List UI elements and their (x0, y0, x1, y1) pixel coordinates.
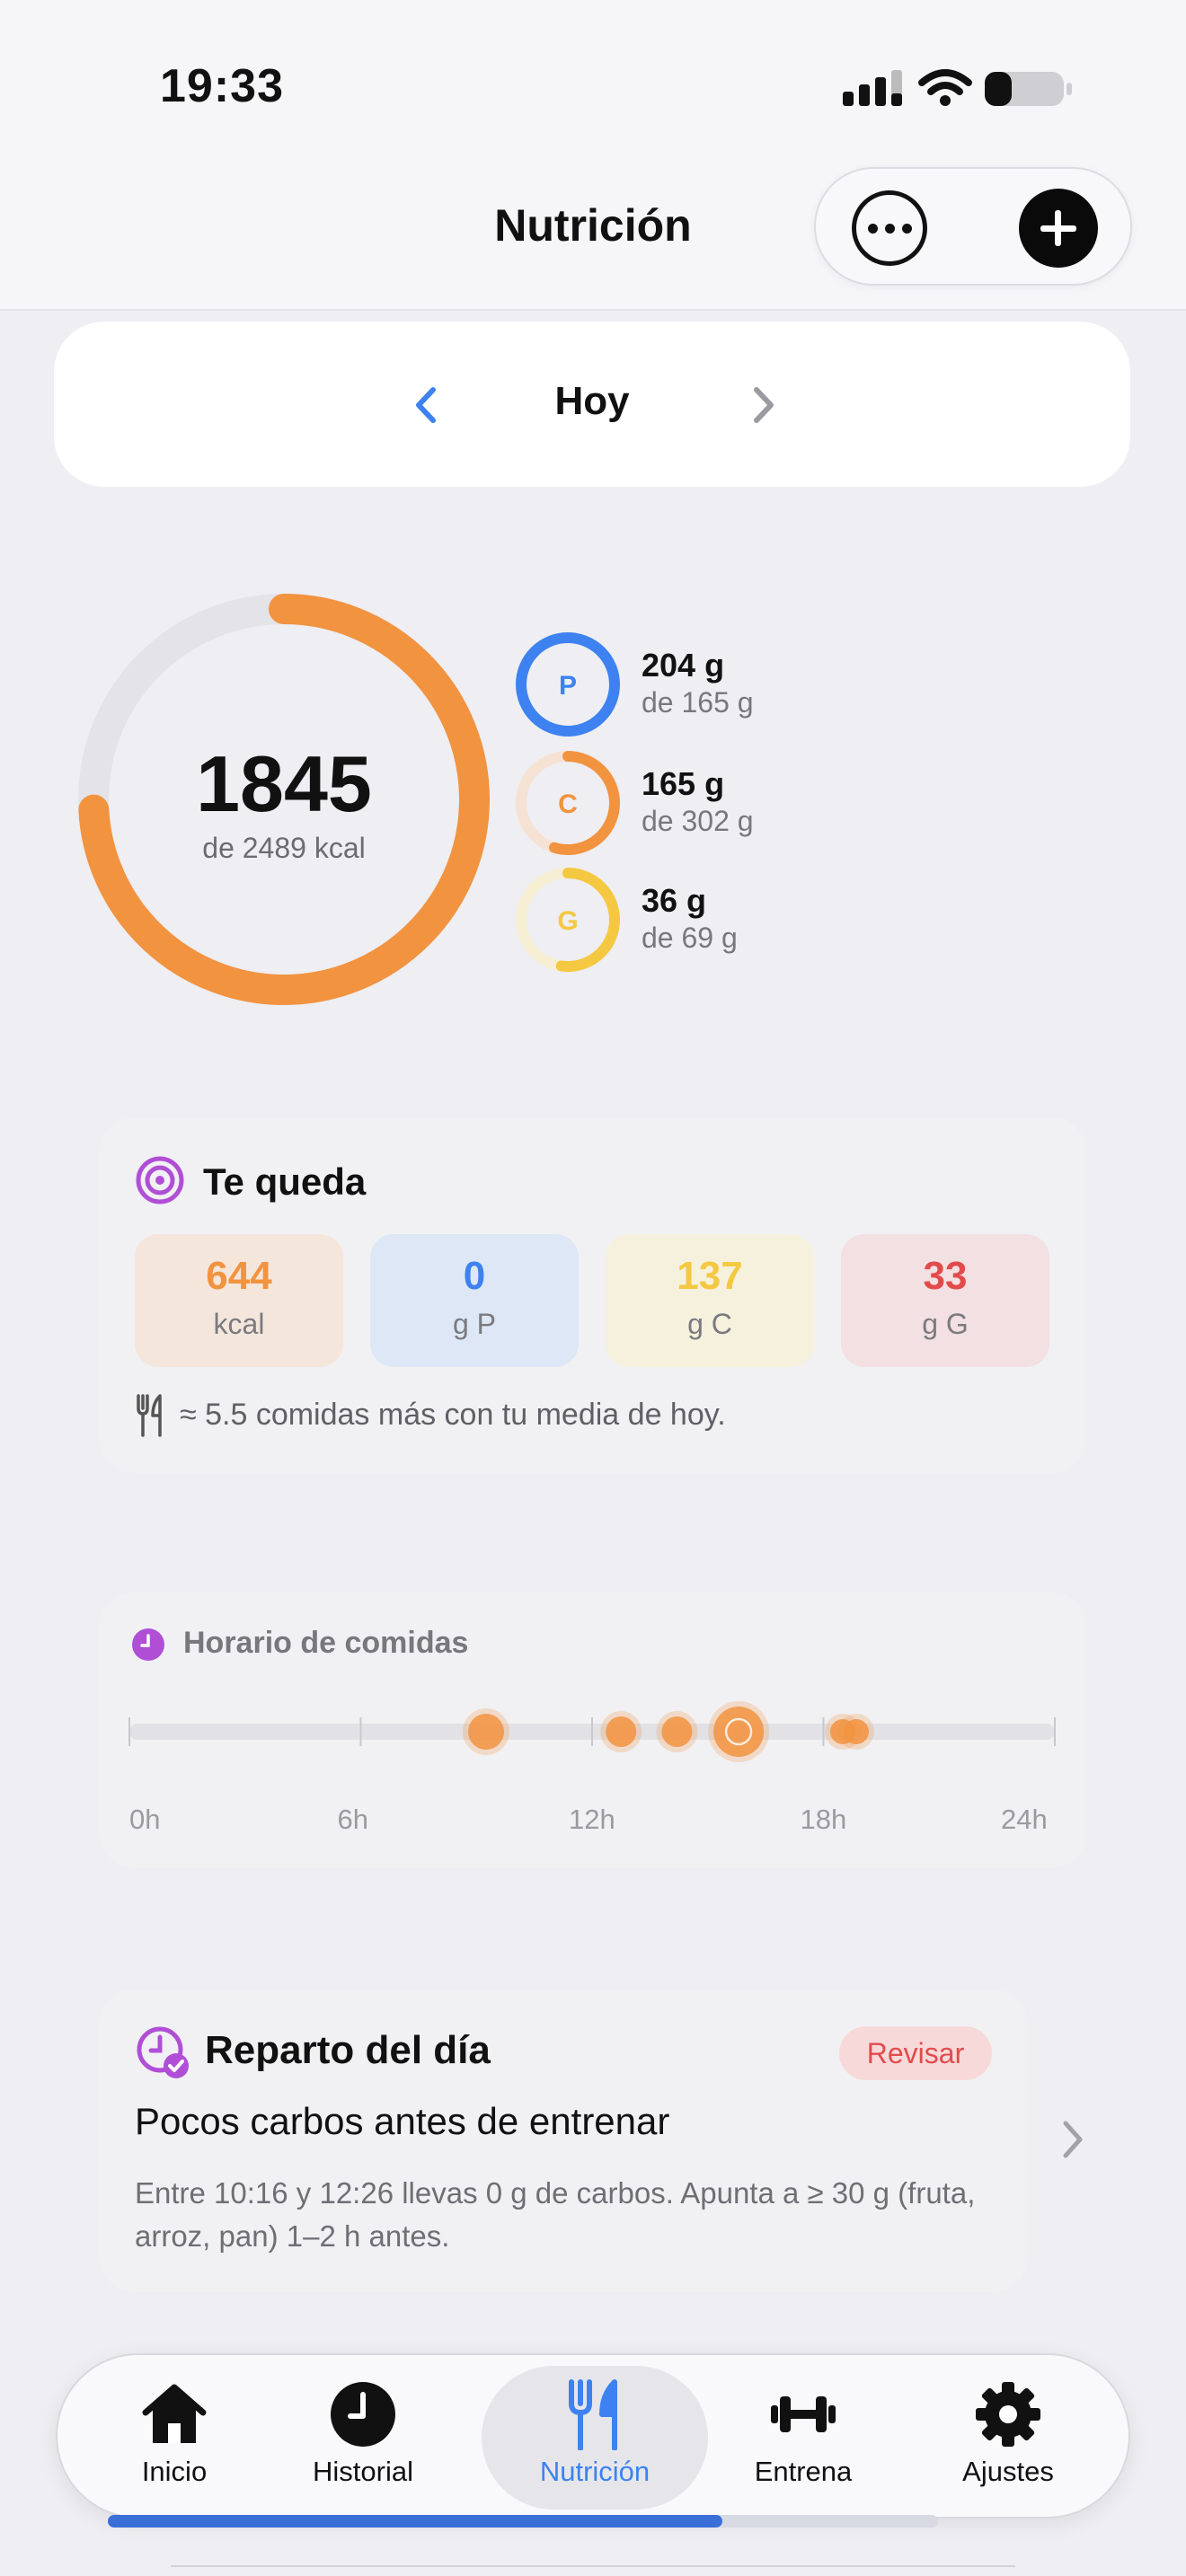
macro-value: 204 g (642, 647, 725, 684)
wifi-icon (918, 69, 972, 106)
macro-letter: G (557, 906, 578, 936)
house-icon (142, 2384, 207, 2443)
fork-knife-icon (137, 1394, 162, 1437)
remaining-title: Te queda (203, 1160, 367, 1203)
reparto-body: Entre 10:16 y 12:26 llevas 0 g de carbos… (135, 2176, 976, 2253)
target-icon (136, 1156, 184, 1204)
meal-timeline (128, 1701, 1056, 1762)
header-actions (814, 167, 1132, 286)
clock-check-icon (137, 2026, 189, 2078)
tab-inicio[interactable]: Inicio (93, 2355, 255, 2520)
tab-nutricion[interactable]: Nutrición (505, 2355, 685, 2520)
cellular-signal-icon (843, 70, 902, 106)
tab-label: Historial (313, 2456, 413, 2487)
scroll-progress-fill (108, 2515, 722, 2527)
tab-label: Ajustes (962, 2456, 1054, 2487)
macro-goal: de 165 g (642, 686, 754, 719)
remaining-value: 0 (463, 1254, 486, 1298)
meal-marker (661, 1716, 693, 1747)
meal-marker (606, 1716, 637, 1747)
macro-ring-g: G (516, 868, 620, 972)
tab-bar: Inicio Historial Nutrición Entrena (56, 2353, 1130, 2519)
timeline-tick-label: 6h (337, 1804, 368, 1835)
remaining-box: 0 g P (370, 1234, 579, 1367)
tab-label: Nutrición (539, 2456, 651, 2487)
remaining-box: 137 g C (606, 1234, 814, 1367)
tab-label: Inicio (141, 2456, 208, 2487)
bottom-divider (171, 2565, 1015, 2567)
chevron-right-icon[interactable] (1057, 2118, 1089, 2161)
status-time: 19:33 (160, 60, 284, 112)
calories-consumed: 1845 (196, 739, 372, 828)
status-icons (843, 69, 1072, 106)
timeline-tick-label: 18h (800, 1804, 847, 1835)
macro-letter: P (559, 671, 577, 701)
macro-goal: de 302 g (642, 805, 754, 837)
chevron-left-icon[interactable] (406, 384, 447, 426)
timeline-tick-label: 12h (569, 1804, 615, 1835)
reparto-headline: Pocos carbos antes de entrenar (135, 2100, 670, 2142)
tab-ajustes[interactable]: Ajustes (918, 2355, 1098, 2520)
macro-value: 36 g (642, 882, 707, 919)
macro-value: 165 g (642, 765, 725, 802)
ellipsis-circle-icon[interactable] (852, 190, 927, 266)
remaining-unit: g G (922, 1308, 969, 1340)
tab-label: Entrena (754, 2456, 853, 2487)
tab-entrena[interactable]: Entrena (713, 2355, 893, 2520)
chevron-right-icon[interactable] (742, 384, 783, 426)
macro-goal: de 69 g (642, 922, 738, 954)
remaining-hint: ≈ 5.5 comidas más con tu media de hoy. (180, 1398, 726, 1432)
top-bar: 19:33 Nutrición (0, 0, 1186, 311)
macro-ring-c: C (516, 751, 620, 855)
schedule-title: Horario de comidas (183, 1626, 469, 1660)
timeline-tick-label: 24h (1001, 1804, 1048, 1835)
calorie-ring (78, 594, 490, 1005)
calories-goal: de 2489 kcal (202, 832, 366, 864)
date-selector: Hoy (54, 322, 1130, 487)
remaining-box: 33 g G (841, 1234, 1049, 1367)
gear-icon (976, 2382, 1040, 2447)
clock-icon (331, 2382, 395, 2447)
fork-knife-icon (569, 2379, 617, 2450)
remaining-unit: kcal (213, 1308, 265, 1340)
battery-icon (985, 72, 1072, 106)
date-label[interactable]: Hoy (554, 379, 630, 423)
plus-circle-icon[interactable] (1019, 189, 1098, 268)
page-title: Nutrición (494, 200, 692, 251)
remaining-unit: g P (452, 1308, 497, 1340)
calorie-ring-progress (78, 594, 490, 1005)
remaining-value: 33 (923, 1254, 968, 1298)
clock-icon (132, 1628, 164, 1661)
meal-marker (843, 1719, 869, 1744)
macro-ring-p: P (516, 632, 620, 737)
timeline-tick-label: 0h (129, 1804, 161, 1835)
meal-marker (467, 1714, 504, 1750)
remaining-value: 644 (206, 1254, 272, 1298)
meal-marker (713, 1707, 765, 1757)
scroll-progress-strip (108, 2515, 938, 2527)
review-badge: Revisar (839, 2026, 992, 2080)
remaining-box: 644 kcal (135, 1234, 343, 1367)
remaining-value: 137 (677, 1254, 743, 1298)
remaining-unit: g C (687, 1308, 732, 1340)
tab-historial[interactable]: Historial (282, 2355, 444, 2520)
tab-active-indicator (482, 2366, 708, 2510)
dumbbell-icon (771, 2396, 836, 2432)
reparto-title: Reparto del día (205, 2028, 491, 2072)
macro-letter: C (558, 790, 578, 819)
